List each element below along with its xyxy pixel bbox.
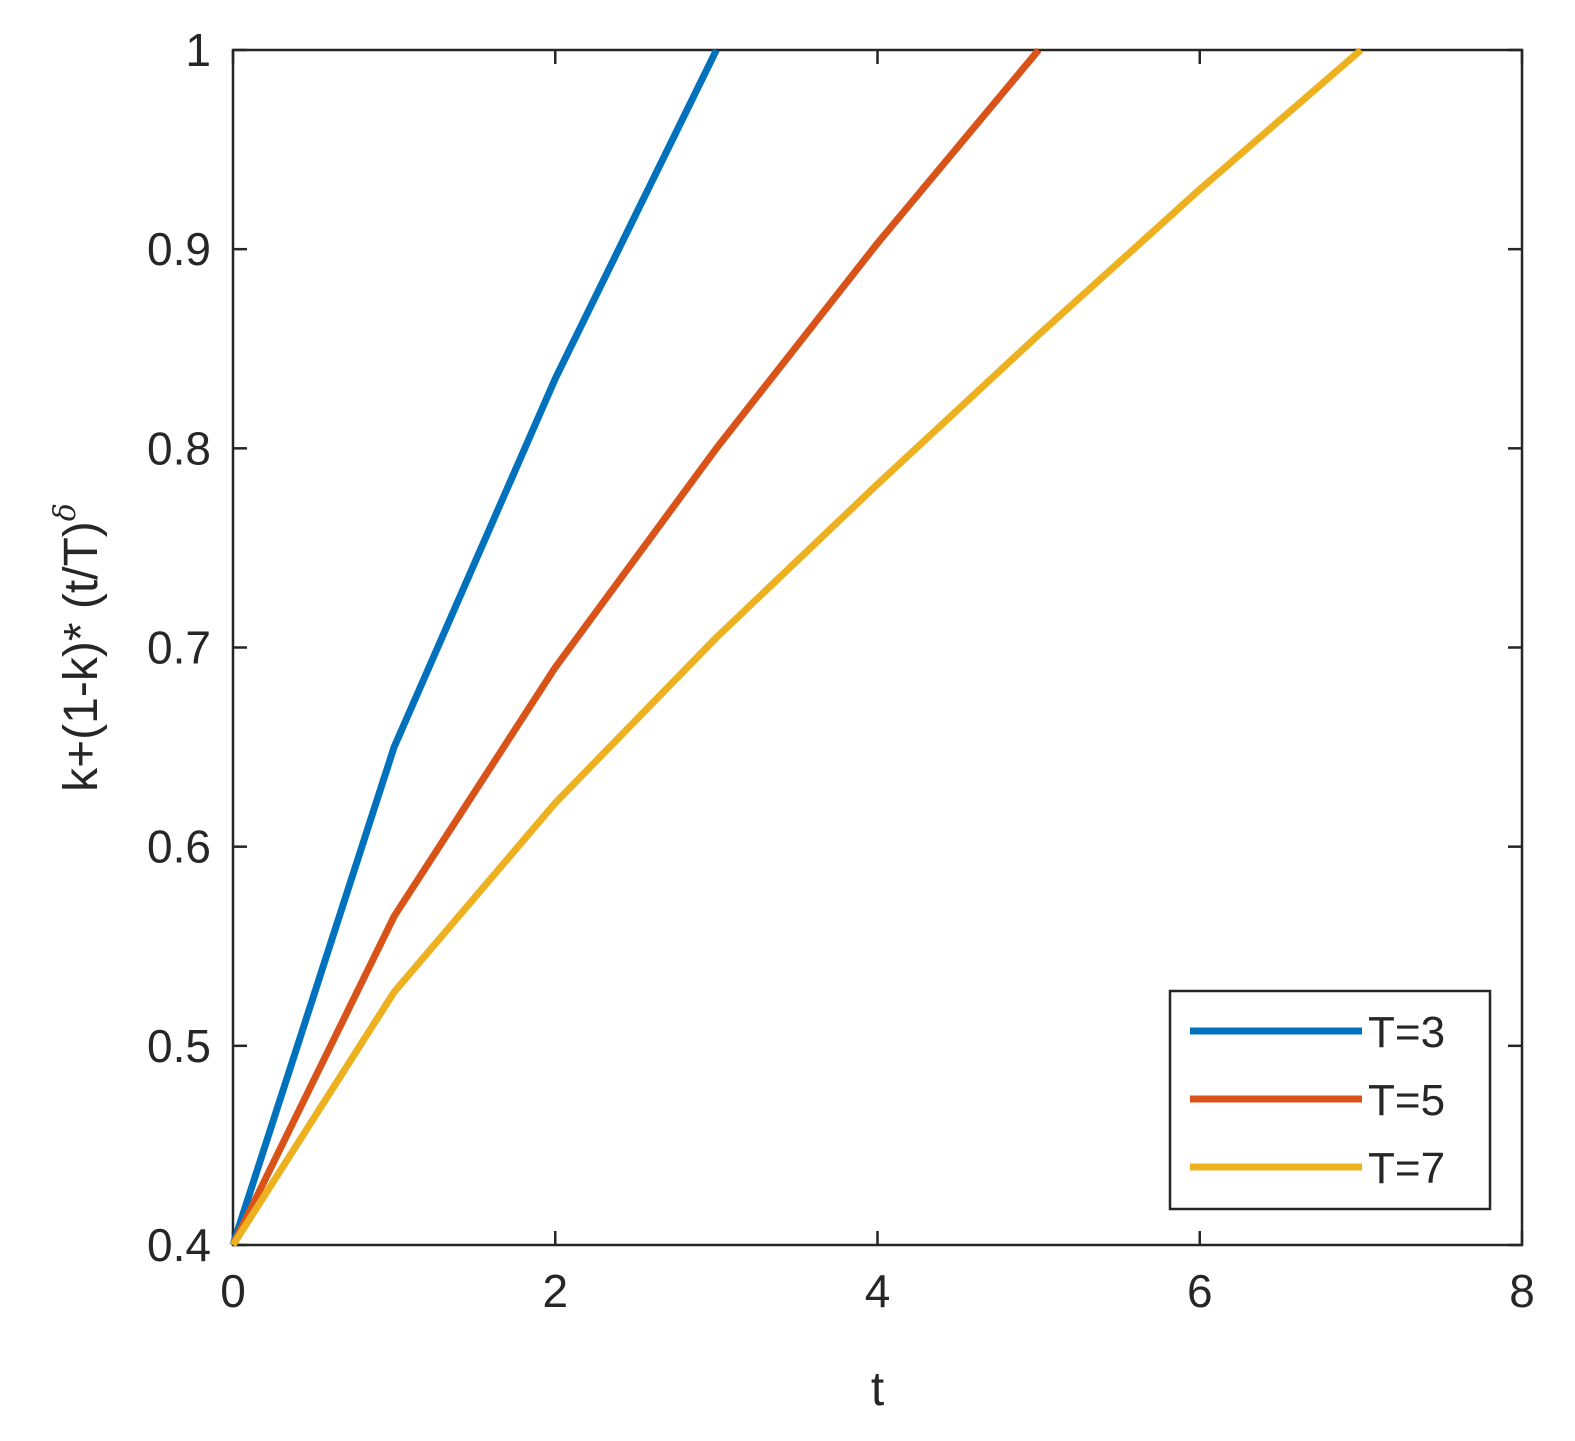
y-tick-label: 0.7 — [147, 622, 211, 674]
x-tick-label: 8 — [1509, 1265, 1535, 1317]
x-tick-label: 0 — [220, 1265, 246, 1317]
axis-ticks: 0 2 4 6 8 0.4 0.5 0.6 0.7 0.8 0.9 1 — [147, 24, 1535, 1317]
y-tick-label: 0.9 — [147, 223, 211, 275]
legend: T=3 T=5 T=7 — [1168, 989, 1492, 1211]
y-axis-label-main: k+(1-k)* (t/T) — [55, 521, 108, 792]
y-tick-label: 0.8 — [147, 422, 211, 474]
y-tick-label: 0.5 — [147, 1020, 211, 1072]
y-tick-label: 0.4 — [147, 1219, 211, 1271]
y-tick-label: 1 — [185, 24, 211, 76]
series-line-T=7 — [230, 47, 1364, 1247]
series-line-T=5 — [229, 47, 1042, 1247]
y-axis-label: k+(1-k)* (t/T)δ — [48, 503, 108, 792]
legend-label: T=3 — [1368, 1008, 1445, 1057]
x-axis-label: t — [871, 1363, 884, 1416]
legend-label: T=7 — [1368, 1144, 1445, 1193]
x-tick-label: 4 — [865, 1265, 891, 1317]
y-tick-label: 0.6 — [147, 821, 211, 873]
x-tick-label: 2 — [542, 1265, 568, 1317]
x-tick-label: 6 — [1187, 1265, 1213, 1317]
legend-label: T=5 — [1368, 1076, 1445, 1125]
y-axis-label-superscript: δ — [48, 503, 83, 521]
series-lines — [229, 47, 1364, 1247]
series-line-T=3 — [229, 48, 720, 1247]
